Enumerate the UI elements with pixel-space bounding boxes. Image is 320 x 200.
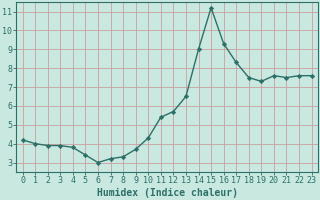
X-axis label: Humidex (Indice chaleur): Humidex (Indice chaleur)	[97, 188, 237, 198]
